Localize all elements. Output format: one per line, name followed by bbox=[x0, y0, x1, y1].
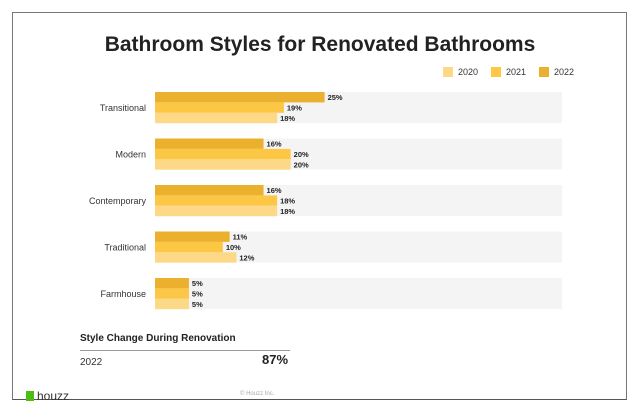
bar-2020 bbox=[155, 298, 189, 310]
category-label: Transitional bbox=[100, 103, 146, 113]
houzz-logo-icon bbox=[26, 391, 34, 401]
data-label: 5% bbox=[192, 279, 203, 288]
frame bbox=[12, 12, 627, 400]
bar-2022 bbox=[155, 278, 189, 289]
bar-2021 bbox=[155, 288, 189, 299]
data-label: 12% bbox=[239, 253, 254, 262]
bar-2021 bbox=[155, 148, 291, 160]
bar-2022 bbox=[155, 92, 325, 103]
legend-2021: 2021 bbox=[491, 67, 526, 77]
track bbox=[155, 278, 562, 309]
summary-value: 87% bbox=[262, 352, 289, 367]
data-label: 10% bbox=[226, 243, 241, 252]
data-label: 18% bbox=[280, 207, 295, 216]
summary-year: 2022 bbox=[80, 357, 103, 368]
data-label: 11% bbox=[233, 233, 248, 242]
category-label: Modern bbox=[115, 150, 146, 160]
data-label: 25% bbox=[328, 93, 343, 102]
summary-title: Style Change During Renovation bbox=[80, 333, 236, 344]
data-label: 16% bbox=[267, 186, 282, 195]
bar-2021 bbox=[155, 241, 223, 253]
data-label: 18% bbox=[280, 196, 295, 205]
houzz-logo: houzz bbox=[26, 389, 69, 403]
category-label: Traditional bbox=[104, 243, 146, 253]
data-label: 5% bbox=[192, 289, 203, 298]
bar-2022 bbox=[155, 185, 264, 196]
data-label: 16% bbox=[267, 140, 282, 149]
data-label: 19% bbox=[287, 103, 302, 112]
data-label: 20% bbox=[294, 150, 309, 159]
bar-2020 bbox=[155, 159, 291, 170]
category-label: Farmhouse bbox=[100, 289, 146, 299]
bar-2020 bbox=[155, 252, 237, 263]
legend-2022: 2022 bbox=[539, 67, 574, 77]
data-label: 18% bbox=[280, 114, 295, 123]
category-label: Contemporary bbox=[89, 196, 147, 206]
copyright: © Houzz Inc. bbox=[240, 391, 275, 397]
bar-2021 bbox=[155, 195, 278, 206]
legend-2020: 2020 bbox=[443, 67, 478, 77]
bar-2022 bbox=[155, 138, 264, 149]
bar-2020 bbox=[155, 205, 278, 217]
chart-title: Bathroom Styles for Renovated Bathrooms bbox=[104, 33, 536, 56]
data-label: 5% bbox=[192, 300, 203, 309]
bar-2021 bbox=[155, 102, 284, 113]
bar-2020 bbox=[155, 112, 278, 124]
data-label: 20% bbox=[294, 160, 309, 169]
summary-divider bbox=[80, 350, 290, 351]
bar-2022 bbox=[155, 231, 230, 242]
